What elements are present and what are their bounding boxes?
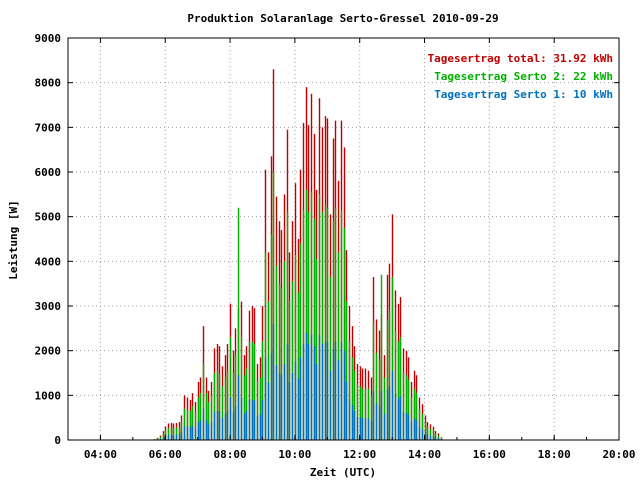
legend-item-serto1: Tagesertrag Serto 1: 10 kWh [434, 88, 613, 101]
x-tick-label: 06:00 [149, 448, 182, 461]
chart-title: Produktion Solaranlage Serto-Gressel 201… [187, 12, 498, 25]
x-tick-label: 12:00 [343, 448, 376, 461]
y-tick-label: 9000 [35, 32, 62, 45]
y-tick-label: 6000 [35, 166, 62, 179]
x-axis-ticks: 04:00 06:00 08:00 10:00 12:00 14:00 16:00 18:00… [84, 38, 636, 461]
x-tick-label: 16:00 [473, 448, 506, 461]
x-tick-label: 18:00 [538, 448, 571, 461]
y-tick-label: 7000 [35, 121, 62, 134]
x-tick-label: 04:00 [84, 448, 117, 461]
y-axis-ticks: 0 1000 2000 3000 4000 5000 6000 7000 8000 9000 [35, 32, 619, 447]
legend-item-serto2: Tagesertrag Serto 2: 22 kWh [434, 70, 613, 83]
x-tick-label: 08:00 [213, 448, 246, 461]
legend: Tagesertrag total: 31.92 kWh Tagesertrag… [428, 52, 613, 101]
y-tick-label: 5000 [35, 211, 62, 224]
bar-series [153, 69, 443, 440]
x-axis-label: Zeit (UTC) [310, 466, 376, 479]
x-tick-label: 10:00 [278, 448, 311, 461]
x-tick-label: 14:00 [408, 448, 441, 461]
x-tick-label: 20:00 [602, 448, 635, 461]
y-tick-label: 4000 [35, 255, 62, 268]
y-tick-label: 3000 [35, 300, 62, 313]
y-tick-label: 8000 [35, 77, 62, 90]
plot-frame [67, 37, 620, 441]
legend-item-total: Tagesertrag total: 31.92 kWh [428, 52, 613, 65]
y-tick-label: 1000 [35, 389, 62, 402]
y-tick-label: 0 [54, 434, 61, 447]
y-tick-label: 2000 [35, 345, 62, 358]
y-axis-label: Leistung [W] [7, 200, 20, 279]
